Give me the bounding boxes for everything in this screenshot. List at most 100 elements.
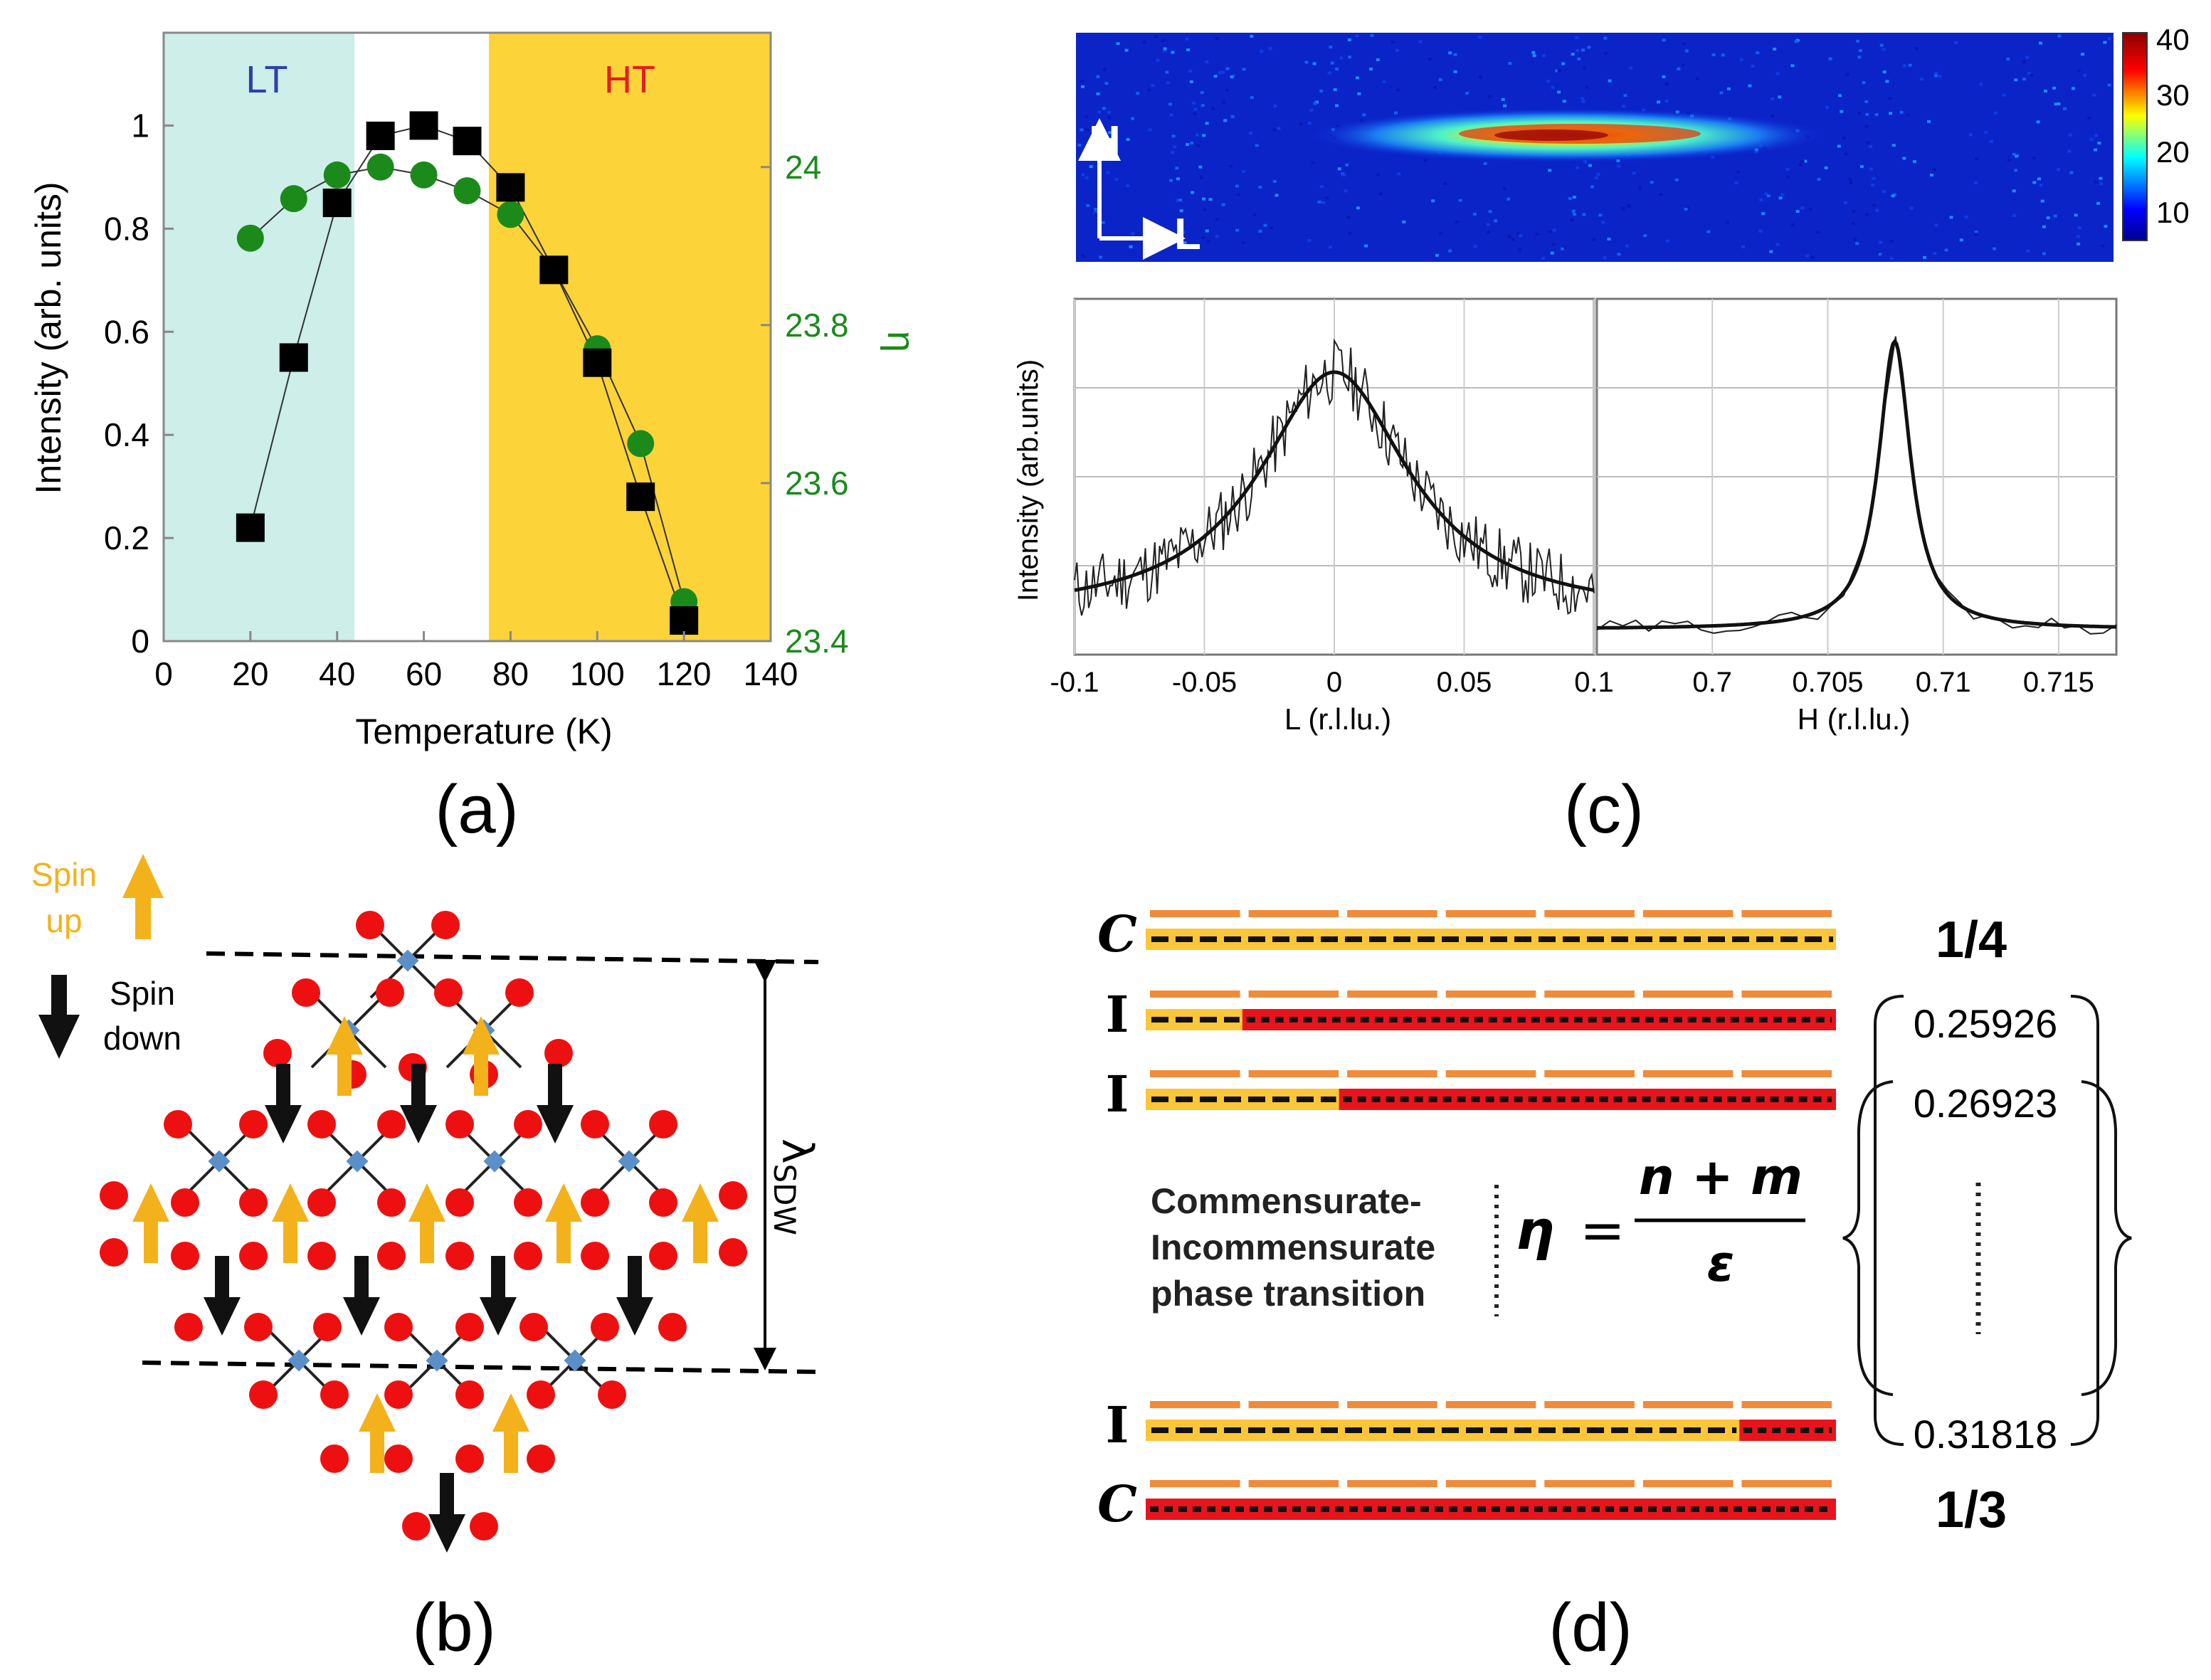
- b-atom: [174, 1313, 203, 1341]
- b-spin-up-arrow: [492, 1393, 529, 1473]
- d-row-4: I 0.31818: [1106, 1395, 2058, 1457]
- heatmap-pixel: [1736, 170, 1740, 174]
- heatmap-pixel: [1248, 132, 1252, 135]
- heatmap-pixel: [1395, 88, 1400, 92]
- heatmap-pixel: [1840, 110, 1844, 113]
- a-y-tick-label: 0.2: [104, 519, 149, 556]
- heatmap-pixel: [1803, 159, 1808, 163]
- b-atom: [514, 1188, 542, 1217]
- heatmap-pixel: [1102, 107, 1106, 110]
- heatmap-pixel: [2032, 181, 2037, 184]
- heatmap-pixel: [1465, 92, 1469, 95]
- heatmap-pixel: [1106, 171, 1110, 174]
- heatmap-pixel: [1908, 63, 1912, 67]
- d-curly-brace-right: [2081, 1080, 2132, 1396]
- heatmap-pixel: [1193, 107, 1198, 111]
- heatmap-pixel: [1548, 169, 1552, 172]
- heatmap-pixel: [1739, 58, 1743, 61]
- heatmap-pixel: [1097, 110, 1102, 114]
- d-formula-numerator: n + m: [1639, 1148, 1803, 1206]
- heatmap-pixel: [1159, 242, 1163, 245]
- heatmap-pixel: [2094, 148, 2098, 152]
- heatmap-pixel: [1203, 208, 1207, 211]
- heatmap-pixel: [1126, 184, 1130, 187]
- heatmap-pixel: [1875, 208, 1879, 212]
- heatmap-pixel: [1402, 220, 1406, 223]
- heatmap-pixel: [1107, 110, 1111, 114]
- heatmap-pixel: [1163, 49, 1167, 53]
- d-right-bracket: [2070, 995, 2099, 1446]
- b-atom: [376, 978, 404, 1007]
- heatmap-pixel: [1594, 176, 1598, 179]
- legend-spin-down-line1: Spin: [110, 975, 175, 1012]
- heatmap-pixel: [1938, 75, 1942, 78]
- heatmap-pixel: [1868, 144, 1872, 148]
- heatmap-pixel: [1507, 235, 1511, 238]
- heatmap-pixel: [1571, 53, 1575, 56]
- heatmap-pixel: [1161, 38, 1166, 42]
- heatmap-pixel: [2042, 252, 2046, 255]
- a-region-lt-label: LT: [246, 58, 287, 101]
- b-atom: [581, 1242, 609, 1270]
- b-site: [287, 1349, 310, 1372]
- d-row-letter: I: [1106, 985, 1129, 1044]
- d-left-bracket: [1874, 995, 1904, 1446]
- heatmap-pixel: [1828, 57, 1832, 60]
- heatmap-pixel: [1156, 58, 1160, 62]
- heatmap-pixel: [1201, 104, 1205, 107]
- a-y-axis-title: Intensity (arb. units): [28, 181, 68, 494]
- heatmap-pixel: [1201, 236, 1205, 240]
- heatmap-pixel: [2038, 41, 2042, 45]
- heatmap-pixel: [1241, 241, 1245, 244]
- heatmap-pixel: [1587, 46, 1591, 49]
- heatmap-pixel: [1805, 254, 1810, 258]
- heatmap-pixel: [1382, 80, 1386, 83]
- heatmap-pixel: [2077, 226, 2081, 230]
- heatmap-pixel: [1864, 125, 1869, 128]
- heatmap-pixel: [2067, 149, 2072, 153]
- heatmap-pixel: [1228, 164, 1233, 168]
- heatmap-pixel: [2014, 169, 2018, 172]
- a-intensity-point: [279, 343, 308, 372]
- heatmap-pixel: [1453, 70, 1457, 73]
- a-intensity-point: [539, 255, 569, 285]
- heatmap-pixel: [2071, 87, 2075, 90]
- b-spin-up-arrow: [545, 1183, 582, 1263]
- heatmap-pixel: [1598, 213, 1603, 217]
- heatmap-pixel: [1173, 145, 1177, 149]
- heatmap-pixel: [1664, 83, 1669, 86]
- heatmap-pixel: [1270, 226, 1274, 230]
- heatmap-pixel: [1191, 101, 1196, 105]
- heatmap-pixel: [1815, 231, 1820, 234]
- heatmap-pixel: [1190, 142, 1194, 145]
- heatmap-pixel: [1857, 56, 1862, 59]
- d-row-2: I 0.25926: [1106, 985, 2058, 1046]
- heatmap-pixel: [1378, 192, 1383, 196]
- heatmap-pixel: [1325, 196, 1329, 200]
- heatmap-pixel: [1968, 133, 1973, 137]
- heatmap-pixel: [1974, 231, 1978, 234]
- heatmap-pixel: [1855, 242, 1859, 245]
- heatmap-pixel: [1235, 184, 1239, 188]
- heatmap-pixel: [1576, 48, 1580, 52]
- heatmap-pixel: [1124, 48, 1129, 52]
- panel-d-label: (d): [1548, 1590, 1632, 1666]
- heatmap-pixel: [1186, 48, 1191, 51]
- b-atom: [292, 978, 320, 1007]
- heatmap-pixel: [1211, 107, 1215, 110]
- heatmap-pixel: [1433, 86, 1437, 90]
- b-atom: [384, 1444, 413, 1473]
- heatmap-pixel: [1885, 80, 1889, 83]
- heatmap-pixel: [1205, 229, 1209, 233]
- heatmap-pixel: [1932, 168, 1936, 171]
- a-y2-axis-title: η: [880, 331, 922, 352]
- heatmap-pixel: [1518, 248, 1522, 251]
- heatmap-pixel: [2015, 154, 2019, 158]
- heatmap-pixel: [2007, 159, 2011, 162]
- heatmap-pixel: [2069, 171, 2074, 174]
- heatmap-pixel: [1882, 190, 1887, 194]
- heatmap-pixel: [1355, 34, 1359, 38]
- heatmap-pixel: [1487, 231, 1491, 234]
- heatmap-pixel: [1272, 180, 1277, 184]
- heatmap-pixel: [1622, 105, 1626, 108]
